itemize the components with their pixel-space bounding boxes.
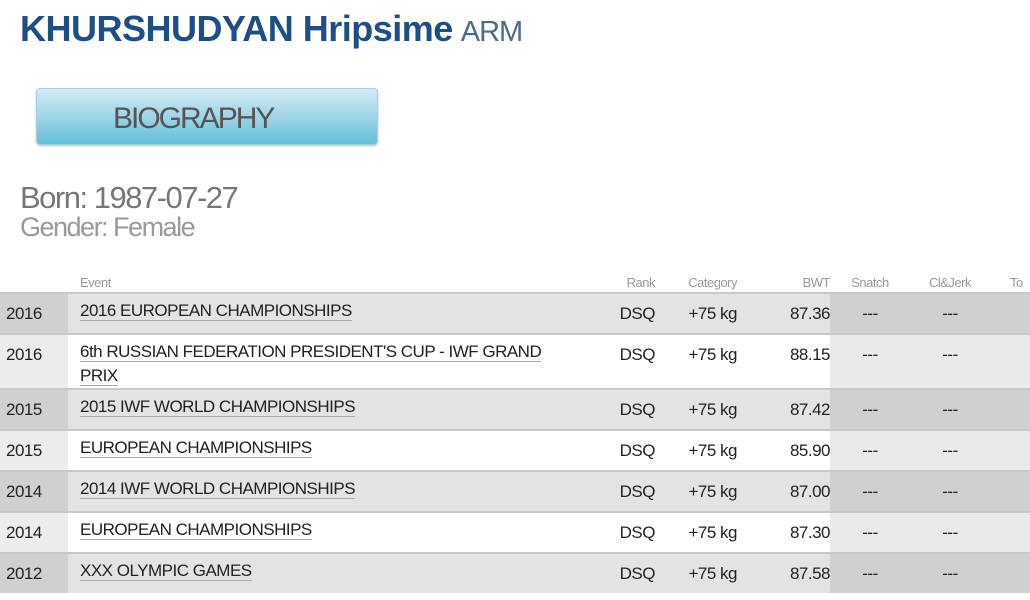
total-cell (990, 552, 1030, 593)
rank-cell: DSQ (600, 552, 656, 593)
category-cell: +75 kg (655, 470, 745, 512)
event-cell: 2015 IWF WORLD CHAMPIONSHIPS (80, 388, 600, 430)
event-link[interactable]: 6th RUSSIAN FEDERATION PRESIDENT'S CUP -… (80, 342, 542, 386)
athlete-name: KHURSHUDYAN Hripsime (20, 8, 453, 49)
header-cj: Cl&Jerk (928, 274, 972, 290)
total-cell (990, 388, 1030, 430)
table-row: 2014 2014 IWF WORLD CHAMPIONSHIPS DSQ +75 k… (0, 470, 1030, 512)
category-cell: +75 kg (655, 552, 745, 593)
cj-cell: --- (910, 470, 990, 512)
header-snatch: Snatch (851, 274, 889, 290)
bwt-cell: 88.15 (745, 333, 831, 389)
year-cell: 2015 (0, 429, 68, 471)
snatch-cell: --- (830, 429, 910, 471)
snatch-cell: --- (830, 470, 910, 512)
bwt-cell: 87.30 (745, 511, 831, 553)
rank-cell: DSQ (600, 388, 656, 430)
year-cell: 2015 (0, 388, 68, 430)
category-cell: +75 kg (655, 292, 745, 334)
category-cell: +75 kg (655, 429, 745, 471)
table-row: 2012 XXX OLYMPIC GAMES DSQ +75 kg 87.58 --- --… (0, 552, 1030, 593)
header-total: To (1010, 274, 1023, 290)
header-category: Category (688, 274, 737, 290)
event-link[interactable]: 2016 EUROPEAN CHAMPIONSHIPS (80, 301, 352, 321)
total-cell (990, 511, 1030, 553)
header-bwt: BWT (802, 274, 831, 290)
total-cell (990, 429, 1030, 471)
year-cell: 2016 (0, 333, 68, 389)
rank-cell: DSQ (600, 292, 656, 334)
category-cell: +75 kg (655, 511, 745, 553)
rank-cell: DSQ (600, 511, 656, 553)
athlete-country: ARM (460, 16, 523, 48)
cj-cell: --- (910, 388, 990, 430)
results-table: Event Rank Category BWT Snatch Cl&Jerk T… (0, 272, 1030, 593)
event-cell: 2016 EUROPEAN CHAMPIONSHIPS (80, 292, 600, 334)
biography-button[interactable]: BIOGRAPHY (36, 88, 378, 145)
cj-cell: --- (910, 511, 990, 553)
year-cell: 2014 (0, 470, 68, 512)
category-cell: +75 kg (655, 333, 745, 389)
table-row: 2016 2016 EUROPEAN CHAMPIONSHIPS DSQ +75 kg… (0, 292, 1030, 334)
bwt-cell: 87.42 (745, 388, 831, 430)
bwt-cell: 87.36 (745, 292, 831, 334)
year-cell: 2016 (0, 292, 68, 334)
bwt-cell: 85.90 (745, 429, 831, 471)
snatch-cell: --- (830, 511, 910, 553)
total-cell (990, 470, 1030, 512)
rank-cell: DSQ (600, 470, 656, 512)
gender: Gender: Female (20, 212, 196, 242)
cj-cell: --- (910, 552, 990, 593)
cj-cell: --- (910, 333, 990, 389)
event-link[interactable]: EUROPEAN CHAMPIONSHIPS (80, 520, 312, 540)
athlete-title: KHURSHUDYAN Hripsime ARM (20, 8, 523, 50)
snatch-cell: --- (830, 388, 910, 430)
snatch-cell: --- (830, 552, 910, 593)
year-cell: 2014 (0, 511, 68, 553)
table-row: 2015 EUROPEAN CHAMPIONSHIPS DSQ +75 kg 85.90… (0, 429, 1030, 471)
snatch-cell: --- (830, 292, 910, 334)
total-cell (990, 292, 1030, 334)
event-link[interactable]: 2014 IWF WORLD CHAMPIONSHIPS (80, 479, 356, 499)
cj-cell: --- (910, 292, 990, 334)
event-link[interactable]: EUROPEAN CHAMPIONSHIPS (80, 438, 312, 458)
bwt-cell: 87.00 (745, 470, 831, 512)
header-event: Event (80, 274, 111, 290)
table-header: Event Rank Category BWT Snatch Cl&Jerk T… (0, 272, 1030, 293)
event-cell: 6th RUSSIAN FEDERATION PRESIDENT'S CUP -… (80, 333, 600, 389)
event-cell: EUROPEAN CHAMPIONSHIPS (80, 429, 600, 471)
category-cell: +75 kg (655, 388, 745, 430)
event-link[interactable]: XXX OLYMPIC GAMES (80, 561, 252, 581)
event-cell: 2014 IWF WORLD CHAMPIONSHIPS (80, 470, 600, 512)
rank-cell: DSQ (600, 333, 656, 389)
born-date: Born: 1987-07-27 (20, 180, 239, 215)
event-cell: EUROPEAN CHAMPIONSHIPS (80, 511, 600, 553)
header-year (0, 272, 68, 293)
total-cell (990, 333, 1030, 389)
event-cell: XXX OLYMPIC GAMES (80, 552, 600, 593)
bwt-cell: 87.58 (745, 552, 831, 593)
table-row: 2016 6th RUSSIAN FEDERATION PRESIDENT'S C… (0, 333, 1030, 389)
event-link[interactable]: 2015 IWF WORLD CHAMPIONSHIPS (80, 397, 356, 417)
snatch-cell: --- (830, 333, 910, 389)
rank-cell: DSQ (600, 429, 656, 471)
header-rank: Rank (626, 274, 656, 290)
table-row: 2014 EUROPEAN CHAMPIONSHIPS DSQ +75 kg 87.30… (0, 511, 1030, 553)
year-cell: 2012 (0, 552, 68, 593)
cj-cell: --- (910, 429, 990, 471)
biography-button-label: BIOGRAPHY (113, 102, 275, 135)
table-row: 2015 2015 IWF WORLD CHAMPIONSHIPS DSQ +75 k… (0, 388, 1030, 430)
